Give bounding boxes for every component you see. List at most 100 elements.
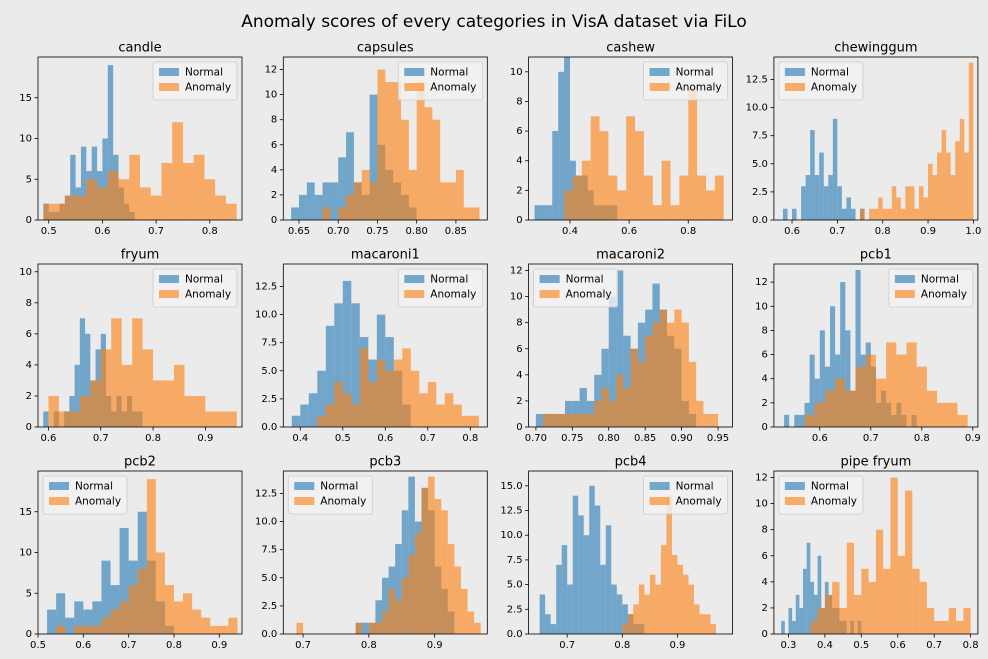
histogram-bar: [382, 577, 389, 634]
y-tick-label: 12.5: [255, 281, 277, 292]
histogram-bar: [923, 197, 929, 220]
histogram-bar: [342, 280, 352, 427]
histogram-bar: [918, 186, 924, 220]
histogram-bar: [83, 609, 93, 634]
histogram-bar: [54, 203, 65, 220]
y-tick-label: 2.5: [261, 394, 277, 405]
histogram-bar: [43, 203, 55, 220]
histogram-bar: [400, 119, 409, 220]
histogram-bar: [419, 393, 428, 427]
histogram-bar: [314, 194, 323, 220]
y-tick-label: 15: [19, 93, 32, 104]
histogram-bar: [543, 413, 551, 427]
subplot-title: macaroni1: [351, 248, 420, 263]
histogram-bar: [784, 414, 790, 427]
y-tick-label: 8: [26, 298, 32, 309]
y-tick-label: 10: [265, 90, 278, 101]
histogram-bar: [334, 303, 343, 427]
histogram-bar: [414, 532, 422, 634]
histogram-bar: [182, 162, 194, 220]
histogram-bar: [781, 620, 785, 634]
subplot-title: candle: [118, 41, 161, 56]
histogram-bar: [129, 154, 140, 220]
x-tick-label: 0.75: [561, 433, 583, 444]
histogram-bar: [346, 194, 354, 220]
histogram-bar: [572, 413, 580, 427]
legend-label: Normal: [320, 481, 358, 493]
histogram-bar: [557, 413, 566, 427]
histogram-bar: [579, 387, 587, 427]
histogram-bar: [824, 594, 833, 634]
y-tick-label: 6: [516, 126, 522, 137]
histogram-bar: [850, 208, 856, 220]
histogram-bar: [546, 205, 553, 220]
x-tick-label: 0.6: [621, 226, 637, 237]
histogram-bar: [163, 380, 174, 427]
histogram-bar: [210, 625, 220, 634]
histogram-bar: [474, 622, 481, 634]
histogram-bar: [375, 622, 383, 634]
histogram-bar: [80, 146, 87, 220]
legend-label: Normal: [75, 481, 113, 493]
histogram-bar: [351, 404, 360, 427]
histogram-bar: [600, 564, 606, 634]
x-tick-label: 0.6: [41, 433, 57, 444]
x-tick-label: 0.7: [148, 226, 164, 237]
legend-label: Anomaly: [75, 496, 121, 508]
y-tick-label: 5.0: [261, 366, 277, 377]
histogram-bar: [655, 584, 661, 634]
legend-swatch: [159, 68, 179, 76]
subplot-title: chewinggum: [834, 41, 917, 56]
histogram-bar: [140, 187, 151, 220]
histogram-bar: [623, 387, 631, 427]
histogram-bar: [74, 601, 84, 634]
histogram-bar: [896, 354, 907, 427]
histogram-bar: [682, 574, 689, 634]
axes-frame: [773, 56, 979, 221]
histogram-bar: [146, 479, 156, 634]
legend-swatch: [159, 83, 179, 91]
legend-label: Normal: [566, 274, 604, 286]
legend-swatch: [49, 497, 69, 505]
histogram-bar: [626, 116, 636, 220]
legend-label: Normal: [430, 67, 468, 79]
histogram-bar: [688, 361, 697, 427]
histogram-bar: [661, 160, 671, 220]
histogram-bar: [788, 607, 793, 634]
legend-swatch: [649, 83, 670, 91]
histogram-bar: [107, 65, 114, 221]
x-tick-label: 0.8: [963, 640, 979, 651]
histogram-bar: [359, 348, 369, 427]
x-tick-label: 0.8: [680, 226, 696, 237]
y-tick-label: 0.0: [507, 629, 523, 640]
y-tick-label: 10.0: [500, 530, 522, 541]
histogram-bar: [79, 318, 86, 427]
histogram-bar: [338, 207, 347, 220]
y-tick-label: 0.0: [752, 215, 768, 226]
histogram-bar: [107, 171, 119, 220]
histogram-bar: [937, 152, 942, 220]
axes-frame: [773, 470, 979, 635]
histogram-bar: [174, 601, 184, 634]
subplot-title: cashew: [606, 41, 655, 56]
x-tick-label: 0.7: [121, 640, 137, 651]
histogram-bar: [74, 625, 84, 634]
histogram-bar: [565, 413, 573, 427]
histogram-bar: [215, 411, 227, 427]
x-tick-label: 0.9: [211, 640, 227, 651]
histogram-bar: [914, 208, 919, 220]
histogram-bar: [804, 402, 810, 427]
histogram-bar: [567, 584, 573, 634]
y-tick-label: 10.0: [746, 103, 768, 114]
histogram-bar: [184, 395, 195, 427]
histogram-bar: [48, 395, 59, 427]
subplot: pcb3 0.0 2.5 5.0 7.5 10.0 12.5 0.7 0.8 0.9 Normal A…: [255, 455, 488, 651]
histogram-bar: [846, 542, 855, 634]
y-tick-label: 8: [516, 96, 522, 107]
y-tick-label: 4: [516, 370, 522, 381]
histogram-bar: [671, 554, 678, 634]
x-tick-label: 0.9: [920, 226, 936, 237]
histogram-bar: [215, 195, 226, 220]
histogram-bar: [92, 625, 102, 634]
y-tick-label: 6: [516, 344, 522, 355]
